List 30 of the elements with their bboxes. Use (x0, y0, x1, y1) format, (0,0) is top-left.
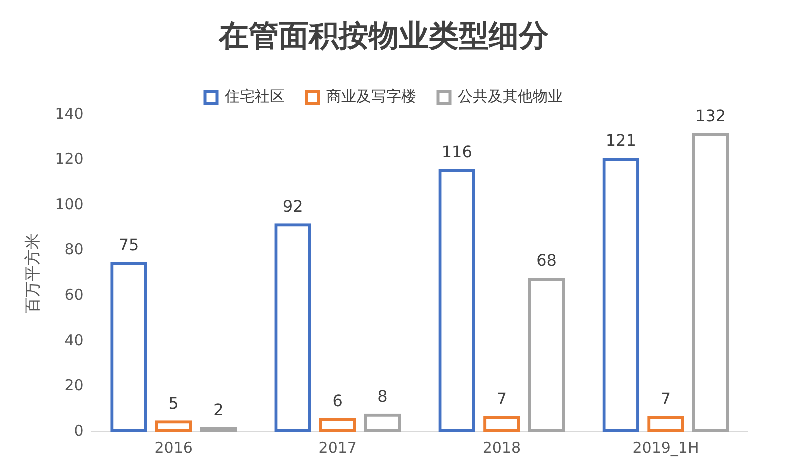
data-label: 68 (536, 251, 557, 270)
y-tick-label: 80 (64, 240, 84, 259)
data-label: 7 (660, 389, 672, 408)
legend-label: 商业及写字楼 (326, 87, 416, 106)
y-tick-label: 120 (55, 150, 84, 168)
y-tick-label: 40 (64, 331, 84, 350)
y-tick-label: 20 (64, 376, 84, 395)
data-label: 75 (118, 235, 140, 254)
data-label: 121 (606, 131, 636, 150)
data-label: 7 (496, 389, 508, 408)
data-label: 132 (696, 106, 726, 126)
chart-title: 在管面积按物业类型细分 (218, 18, 549, 54)
y-tick-label: 140 (55, 104, 84, 123)
data-label: 92 (282, 196, 304, 216)
data-label: 6 (332, 392, 343, 411)
data-label: 116 (442, 142, 472, 162)
bar (200, 427, 238, 432)
y-tick-label: 0 (74, 422, 84, 440)
x-tick-label: 2016 (154, 438, 193, 457)
data-label: 5 (168, 394, 179, 413)
data-label: 8 (378, 387, 388, 406)
data-label: 2 (214, 400, 224, 420)
x-tick-label: 2018 (482, 438, 522, 457)
legend-label: 公共及其他物业 (458, 87, 563, 106)
y-tick-label: 60 (64, 286, 84, 304)
x-tick-label: 2017 (318, 438, 357, 457)
legend-label: 住宅社区 (224, 87, 285, 106)
x-tick-label: 2019_1H (632, 438, 700, 457)
y-tick-label: 100 (55, 195, 84, 214)
y-axis-title: 百万平方米 (22, 234, 42, 314)
